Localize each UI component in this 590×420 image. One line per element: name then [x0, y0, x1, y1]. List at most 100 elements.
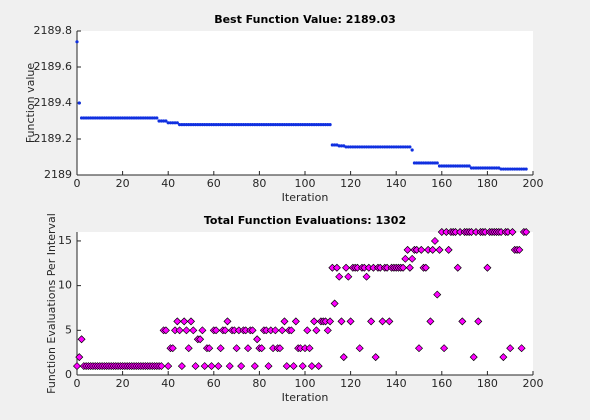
data-point [198, 123, 202, 127]
data-point [453, 263, 462, 272]
x-tick-label: 100 [295, 377, 316, 390]
data-point [146, 116, 150, 120]
data-point [492, 166, 496, 170]
data-point [98, 116, 102, 120]
data-point [399, 145, 403, 149]
data-point [225, 362, 234, 371]
data-point [435, 161, 439, 165]
data-point [499, 353, 508, 362]
data-point [298, 362, 307, 371]
data-point [426, 161, 430, 165]
data-point [148, 116, 152, 120]
data-point [219, 123, 223, 127]
data-point [314, 123, 318, 127]
data-point [392, 145, 396, 149]
data-point [339, 144, 344, 148]
data-point [287, 123, 291, 127]
x-tick-label: 60 [207, 377, 221, 390]
data-point [207, 123, 211, 127]
data-point [419, 161, 423, 165]
data-point [221, 326, 230, 335]
data-point [114, 116, 118, 120]
data-point [330, 143, 334, 147]
data-point [118, 116, 122, 120]
data-point [408, 254, 417, 263]
data-point [77, 101, 81, 105]
data-point [139, 116, 143, 120]
y-tick-label: 2189.6 [34, 60, 73, 73]
data-point [285, 123, 289, 127]
data-point [371, 353, 380, 362]
data-point [351, 145, 355, 149]
data-point [307, 123, 312, 127]
data-point [522, 228, 531, 236]
data-point [401, 254, 410, 263]
data-point [520, 167, 524, 171]
data-point [460, 164, 464, 168]
y-axis-label: Function Evaluations Per Interval [45, 213, 58, 394]
data-point [264, 362, 273, 371]
x-tick-label: 180 [477, 377, 498, 390]
data-point [437, 164, 442, 168]
data-point [337, 317, 346, 326]
data-point [292, 123, 296, 127]
y-tick-label: 10 [58, 279, 72, 292]
data-point [95, 116, 100, 120]
data-point [253, 335, 262, 344]
data-point [323, 123, 328, 127]
data-point [499, 167, 503, 171]
data-point [157, 119, 161, 123]
data-point [307, 362, 316, 371]
data-point [501, 167, 505, 171]
data-point [344, 145, 348, 149]
data-point [474, 166, 478, 170]
data-point [173, 121, 177, 125]
data-point [223, 123, 227, 127]
data-point [164, 119, 168, 123]
data-point [508, 167, 512, 171]
data-point [385, 145, 389, 149]
data-point [180, 317, 189, 326]
data-point [178, 123, 182, 127]
data-point [417, 161, 421, 165]
data-point [510, 167, 515, 171]
data-point [515, 245, 524, 254]
data-point [344, 272, 353, 281]
data-point [73, 362, 81, 371]
data-point [430, 236, 439, 245]
data-point [355, 145, 360, 149]
data-point [200, 362, 209, 371]
plot-area [77, 232, 533, 375]
data-point [200, 123, 204, 127]
x-axis-label: Iteration [282, 391, 329, 404]
data-point [472, 166, 476, 170]
data-point [298, 123, 303, 127]
data-point [86, 116, 90, 120]
data-point [494, 166, 499, 170]
data-point [374, 145, 378, 149]
data-point [524, 167, 528, 171]
data-point [75, 353, 84, 362]
data-point [310, 317, 319, 326]
data-point [155, 116, 159, 120]
data-point [232, 344, 241, 353]
data-point [276, 123, 280, 127]
data-point [360, 145, 364, 149]
data-point [513, 167, 517, 171]
data-point [84, 116, 88, 120]
data-point [440, 344, 449, 353]
data-point [522, 167, 526, 171]
x-tick-label: 0 [74, 377, 81, 390]
data-point [203, 123, 207, 127]
data-point [136, 116, 141, 120]
data-point [362, 272, 371, 281]
data-point [378, 145, 382, 149]
y-axis-label: Function value [24, 63, 37, 144]
data-point [91, 116, 95, 120]
data-point [312, 123, 316, 127]
data-point [287, 326, 296, 335]
data-point [175, 121, 179, 125]
data-point [182, 326, 191, 335]
data-point [421, 161, 426, 165]
